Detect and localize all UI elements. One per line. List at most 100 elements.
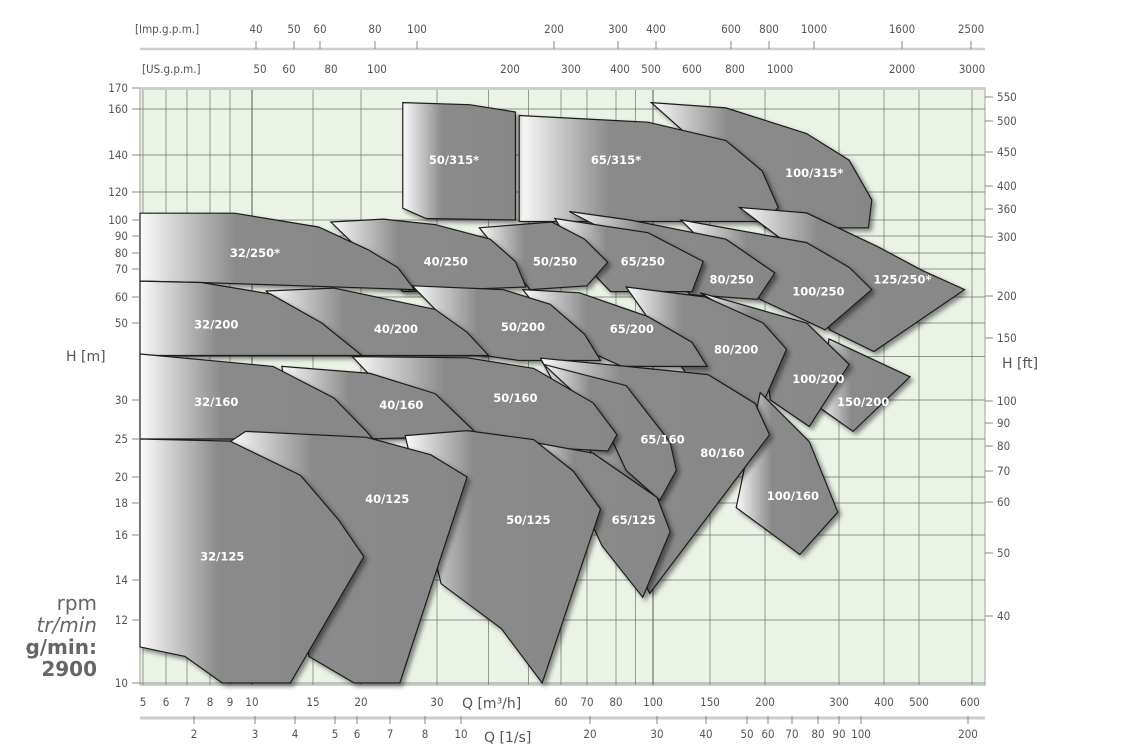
x-axis-label: Q [m³/h] — [462, 696, 521, 712]
pump-label: 100/160 — [767, 489, 819, 503]
x-axis-ls-label: Q [1/s] — [484, 730, 531, 746]
imp-tick-label: 60 — [313, 22, 326, 36]
us-tick-label: 200 — [500, 62, 520, 76]
imp-tick-label: 600 — [721, 22, 741, 36]
x-tick-label: 150 — [700, 695, 720, 709]
ls-tick-label: 8 — [422, 727, 429, 741]
imp-tick-label: 1600 — [889, 22, 915, 36]
pump-label: 32/200 — [194, 318, 238, 332]
imp-tick-label: 50 — [287, 22, 300, 36]
us-tick-label: 300 — [561, 62, 581, 76]
ls-tick-label: 5 — [332, 727, 339, 741]
pump-region: 100/315* — [649, 101, 873, 229]
ls-tick-label: 10 — [454, 727, 467, 741]
x-tick-label: 100 — [643, 695, 663, 709]
pump-label: 40/200 — [374, 322, 418, 336]
x-tick-label: 9 — [227, 695, 234, 709]
x-tick-label: 5 — [140, 695, 147, 709]
speed-label: rpm tr/min g/min: 2900 — [25, 592, 97, 680]
y-tick-label: 50 — [115, 316, 128, 330]
ft-tick-label: 80 — [997, 439, 1010, 453]
y-tick-label: 170 — [108, 81, 128, 95]
x-tick-label: 200 — [755, 695, 775, 709]
pump-label: 32/250* — [230, 246, 280, 260]
pump-area — [402, 101, 517, 221]
ls-tick-label: 3 — [252, 727, 259, 741]
y-axis-label: H [m] — [66, 349, 106, 365]
ls-tick-label: 20 — [583, 727, 596, 741]
top-axis-us-label: [US.g.p.m.] — [142, 62, 201, 76]
ls-tick-label: 60 — [761, 727, 774, 741]
ls-tick-label: 2 — [191, 727, 198, 741]
ft-tick-label: 40 — [997, 609, 1010, 623]
x-tick-label: 7 — [184, 695, 191, 709]
ft-tick-label: 50 — [997, 546, 1010, 560]
imp-tick-label: 1000 — [801, 22, 827, 36]
pump-region: 32/200 — [139, 280, 364, 357]
pump-label: 125/250* — [873, 273, 931, 287]
y-tick-label: 10 — [115, 676, 128, 690]
pump-label: 80/200 — [714, 342, 758, 356]
x-tick-label: 70 — [580, 695, 593, 709]
speed-unit-gmin: g/min: — [25, 635, 97, 659]
us-tick-label: 100 — [367, 62, 387, 76]
y-tick-label: 25 — [115, 432, 128, 446]
top-axis-imp-label: [Imp.g.p.m.] — [135, 22, 199, 36]
y-tick-label: 80 — [115, 246, 128, 260]
ls-tick-label: 30 — [650, 727, 663, 741]
pump-label: 32/160 — [194, 395, 238, 409]
us-tick-label: 2000 — [889, 62, 915, 76]
pump-region: 50/200 — [410, 285, 602, 362]
y-tick-label: 30 — [115, 393, 128, 407]
pump-label: 40/250 — [424, 255, 468, 269]
y-tick-label: 16 — [115, 528, 128, 542]
imp-tick-label: 400 — [646, 22, 666, 36]
pump-label: 80/160 — [700, 446, 744, 460]
ls-tick-label: 50 — [740, 727, 753, 741]
pump-label: 65/160 — [640, 433, 684, 447]
pump-label: 80/250 — [710, 273, 754, 287]
x-tick-label: 600 — [960, 695, 980, 709]
us-tick-label: 500 — [641, 62, 661, 76]
x-tick-label: 80 — [609, 695, 622, 709]
imp-tick-label: 100 — [407, 22, 427, 36]
imp-tick-label: 800 — [759, 22, 779, 36]
y-tick-label: 140 — [108, 148, 128, 162]
axes: 5 6 7 8 9 10 15 20 30 60 70 80 100 150 200 300 400 500 600… — [108, 22, 1017, 741]
x-tick-label: 400 — [874, 695, 894, 709]
ls-tick-label: 70 — [785, 727, 798, 741]
pump-label: 50/200 — [501, 320, 545, 334]
y-tick-label: 90 — [115, 229, 128, 243]
x-tick-label: 20 — [354, 695, 367, 709]
ls-tick-label: 4 — [292, 727, 299, 741]
pump-label: 65/250 — [621, 255, 665, 269]
us-tick-label: 3000 — [959, 62, 985, 76]
y-tick-label: 14 — [115, 573, 128, 587]
speed-unit-trmin: tr/min — [36, 613, 97, 637]
ls-tick-label: 100 — [851, 727, 871, 741]
pump-region: 50/250 — [478, 221, 609, 291]
ft-tick-label: 500 — [997, 114, 1017, 128]
y-tick-label: 100 — [108, 213, 128, 227]
pump-label: 50/125 — [506, 513, 550, 527]
us-tick-label: 800 — [725, 62, 745, 76]
y-tick-label: 120 — [108, 185, 128, 199]
pump-label: 50/250 — [533, 255, 577, 269]
y-tick-label: 20 — [115, 470, 128, 484]
imp-tick-label: 200 — [544, 22, 564, 36]
x-tick-label: 500 — [909, 695, 929, 709]
pump-label: 65/315* — [591, 153, 641, 167]
y-tick-label: 70 — [115, 262, 128, 276]
ft-tick-label: 150 — [997, 331, 1017, 345]
ft-tick-label: 360 — [997, 202, 1017, 216]
pump-regions: 100/315* 65/315* 50/315* 125/250* 100/250 80/… — [139, 101, 966, 685]
pump-label: 50/315* — [429, 153, 479, 167]
us-tick-label: 60 — [282, 62, 295, 76]
imp-tick-label: 2500 — [958, 22, 984, 36]
pump-label: 100/315* — [785, 166, 843, 180]
ft-tick-label: 100 — [997, 394, 1017, 408]
x-tick-label: 6 — [163, 695, 170, 709]
ft-tick-label: 300 — [997, 230, 1017, 244]
pump-region: 32/250* — [139, 212, 416, 291]
